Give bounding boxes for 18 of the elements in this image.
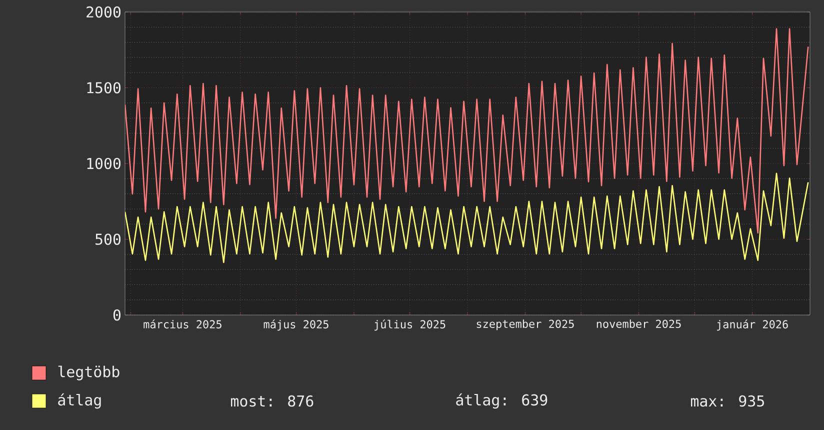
x-tick-label: szeptember 2025	[476, 320, 574, 330]
x-tick-label: január 2026	[717, 320, 788, 331]
text: most: 876	[231, 395, 314, 407]
text: max: 935	[691, 395, 764, 407]
text: átlag: 639	[456, 393, 548, 409]
legend-label: átlag	[58, 393, 101, 409]
y-tick-label: 1000	[87, 158, 120, 170]
legend-label: legtöbb	[58, 366, 120, 380]
x-tick-label: március 2025	[144, 320, 222, 328]
y-tick-label: 2000	[86, 6, 120, 18]
x-tick-label: július 2025	[374, 320, 446, 331]
y-tick-label: 1500	[87, 82, 120, 94]
line-series	[125, 28, 809, 234]
y-tick-label: 0	[113, 309, 121, 321]
x-tick-label: november 2025	[596, 320, 681, 328]
x-tick-label: május 2025	[264, 320, 328, 331]
line-series	[125, 172, 809, 264]
y-tick-label: 500	[96, 234, 121, 245]
